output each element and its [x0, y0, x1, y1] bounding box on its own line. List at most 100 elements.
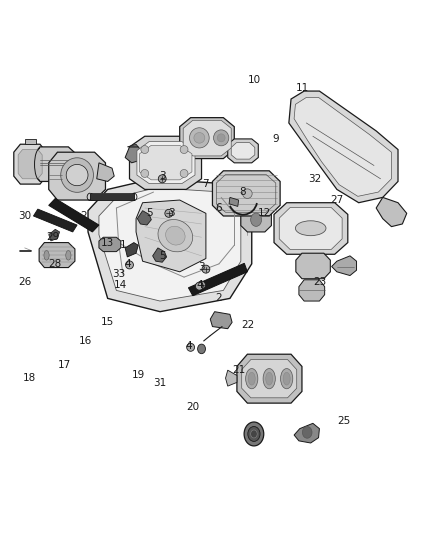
- Polygon shape: [332, 256, 357, 276]
- Polygon shape: [183, 120, 231, 156]
- Polygon shape: [25, 139, 35, 144]
- Polygon shape: [180, 118, 234, 159]
- Text: 30: 30: [18, 211, 31, 221]
- Polygon shape: [33, 147, 77, 181]
- Text: 13: 13: [101, 238, 114, 247]
- Text: 23: 23: [313, 278, 326, 287]
- Text: 21: 21: [232, 365, 245, 375]
- Ellipse shape: [202, 265, 210, 273]
- Polygon shape: [49, 229, 60, 241]
- Ellipse shape: [198, 281, 205, 289]
- Polygon shape: [231, 143, 255, 159]
- Text: 12: 12: [258, 208, 272, 219]
- Text: 3: 3: [159, 171, 166, 181]
- Text: 19: 19: [131, 370, 145, 381]
- Text: 7: 7: [203, 179, 209, 189]
- Ellipse shape: [214, 130, 229, 146]
- Text: 9: 9: [272, 134, 279, 144]
- Polygon shape: [212, 171, 280, 216]
- Ellipse shape: [187, 343, 194, 351]
- Text: 31: 31: [153, 378, 167, 389]
- Ellipse shape: [251, 430, 257, 438]
- Text: 1: 1: [120, 240, 126, 250]
- Ellipse shape: [66, 165, 88, 185]
- Text: 5: 5: [146, 208, 152, 219]
- Polygon shape: [241, 208, 272, 232]
- Polygon shape: [14, 144, 46, 184]
- Polygon shape: [33, 209, 77, 232]
- Polygon shape: [49, 198, 99, 232]
- Ellipse shape: [302, 426, 312, 438]
- Text: 33: 33: [112, 270, 125, 279]
- Text: 25: 25: [337, 416, 350, 426]
- Polygon shape: [137, 142, 195, 183]
- Ellipse shape: [166, 227, 185, 245]
- Ellipse shape: [190, 128, 209, 148]
- Polygon shape: [296, 253, 330, 279]
- Polygon shape: [99, 188, 241, 301]
- Ellipse shape: [158, 175, 166, 183]
- Text: 28: 28: [49, 259, 62, 269]
- Ellipse shape: [248, 426, 260, 441]
- Text: 5: 5: [159, 251, 166, 261]
- Polygon shape: [152, 248, 166, 262]
- Text: 8: 8: [240, 187, 246, 197]
- Text: 4: 4: [185, 341, 192, 351]
- Text: 29: 29: [46, 232, 60, 243]
- Polygon shape: [130, 136, 201, 189]
- Text: 15: 15: [101, 317, 114, 327]
- Ellipse shape: [141, 146, 149, 154]
- Polygon shape: [138, 211, 151, 225]
- Text: 3: 3: [168, 208, 174, 219]
- Polygon shape: [138, 152, 184, 179]
- Ellipse shape: [44, 251, 49, 260]
- Text: 10: 10: [247, 76, 261, 85]
- Ellipse shape: [244, 422, 264, 446]
- Ellipse shape: [217, 134, 225, 142]
- Polygon shape: [228, 139, 258, 163]
- Polygon shape: [376, 197, 407, 227]
- Text: 27: 27: [330, 195, 343, 205]
- Ellipse shape: [198, 344, 205, 354]
- Polygon shape: [99, 237, 121, 252]
- Polygon shape: [127, 144, 138, 147]
- Text: 11: 11: [295, 83, 309, 93]
- Text: 20: 20: [186, 402, 199, 413]
- Ellipse shape: [281, 368, 293, 389]
- Ellipse shape: [283, 372, 290, 385]
- Text: 32: 32: [308, 174, 321, 184]
- Polygon shape: [97, 163, 114, 181]
- Text: 3: 3: [198, 262, 205, 271]
- Polygon shape: [39, 243, 75, 268]
- Text: 17: 17: [57, 360, 71, 370]
- Ellipse shape: [180, 169, 188, 177]
- Ellipse shape: [61, 158, 93, 192]
- Ellipse shape: [66, 251, 71, 260]
- Text: 2: 2: [215, 293, 223, 303]
- Polygon shape: [49, 152, 106, 200]
- Text: 4: 4: [124, 259, 131, 269]
- Text: 18: 18: [22, 373, 36, 383]
- Text: 16: 16: [79, 336, 92, 346]
- Text: 14: 14: [114, 280, 127, 290]
- Ellipse shape: [263, 368, 276, 389]
- Polygon shape: [294, 98, 392, 196]
- Ellipse shape: [266, 372, 273, 385]
- Ellipse shape: [248, 372, 255, 385]
- Ellipse shape: [165, 209, 173, 217]
- Text: 6: 6: [215, 203, 223, 213]
- Ellipse shape: [126, 261, 134, 269]
- Ellipse shape: [194, 133, 205, 143]
- Polygon shape: [188, 263, 247, 296]
- Ellipse shape: [158, 220, 193, 252]
- Ellipse shape: [141, 169, 149, 177]
- Polygon shape: [210, 312, 232, 329]
- Polygon shape: [229, 197, 239, 206]
- Polygon shape: [237, 354, 302, 403]
- Text: 26: 26: [18, 278, 32, 287]
- Text: 2: 2: [80, 211, 87, 221]
- Polygon shape: [90, 193, 134, 200]
- Text: 22: 22: [241, 320, 254, 330]
- Polygon shape: [294, 423, 319, 443]
- Ellipse shape: [246, 368, 258, 389]
